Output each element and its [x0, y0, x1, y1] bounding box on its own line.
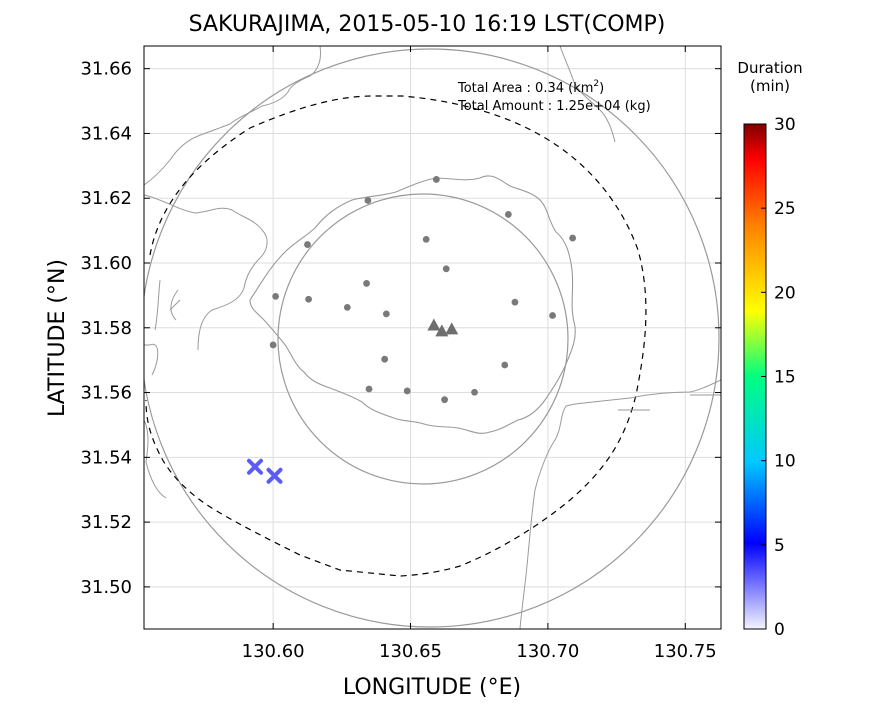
vent-marker	[435, 324, 449, 337]
y-axis-label: LATITUDE (°N)	[45, 259, 70, 417]
y-tick-label: 31.60	[80, 253, 132, 274]
x-axis-label: LONGITUDE (°E)	[343, 675, 521, 700]
station-point	[511, 298, 519, 306]
coastline-north	[144, 46, 616, 186]
station-point	[304, 241, 311, 248]
y-tick-label: 31.58	[80, 318, 132, 339]
chart-title: SAKURAJIMA, 2015-05-10 16:19 LST(COMP)	[189, 12, 666, 37]
vent-marker	[445, 322, 459, 335]
colorbar-title-line2: (min)	[750, 77, 790, 95]
total-area-annotation: Total Area : 0.34 (km2)	[457, 79, 604, 96]
station-point	[365, 385, 373, 393]
x-tick-label: 130.75	[654, 641, 717, 662]
colorbar-tick-label: 20	[774, 283, 796, 303]
colorbar-tick-label: 5	[774, 536, 785, 556]
station-point	[272, 292, 280, 300]
station-point	[501, 361, 509, 369]
station-point	[305, 295, 312, 303]
total-area-unit-exponent: 2	[593, 79, 599, 89]
inner-range-circle	[277, 193, 569, 485]
station-point	[363, 280, 370, 287]
colorbar-title-line1: Duration	[737, 59, 802, 77]
deposit-marker	[247, 458, 264, 475]
x-tick-label: 130.65	[379, 641, 442, 662]
colorbar-tick-label: 30	[774, 115, 796, 135]
map-layer	[144, 46, 721, 629]
colorbar-tick-label: 0	[774, 620, 785, 640]
station-point	[269, 341, 277, 349]
station-point	[422, 235, 430, 243]
vent-marker	[427, 318, 441, 331]
dashed-boundary	[145, 95, 647, 577]
station-point	[403, 387, 411, 395]
outer-range-circle	[144, 48, 720, 628]
y-tick-label: 31.62	[80, 188, 132, 209]
marks	[247, 176, 577, 484]
station-point	[381, 355, 389, 363]
station-point	[549, 312, 556, 319]
total-area-text: Total Area : 0.34 (km	[457, 81, 593, 96]
x-tick-label: 130.60	[242, 641, 305, 662]
station-point	[432, 176, 440, 183]
y-tick-label: 31.52	[80, 512, 132, 533]
coastline-east	[519, 379, 721, 629]
colorbar-tick-label: 25	[774, 199, 796, 219]
station-point	[364, 197, 372, 204]
station-point	[442, 265, 450, 273]
grid	[144, 46, 721, 629]
coastline-west	[144, 194, 268, 376]
x-tick-label: 130.70	[516, 641, 579, 662]
axis-ticks: 130.60 130.65 130.70 130.75 31.50 31.52 31.54 3…	[80, 46, 721, 662]
station-point	[504, 211, 512, 218]
station-point	[471, 388, 478, 396]
y-tick-label: 31.50	[80, 577, 132, 598]
station-point	[343, 303, 351, 311]
total-amount-annotation: Total Amount : 1.25e+04 (kg)	[457, 99, 651, 114]
plot-area	[144, 46, 721, 629]
station-point	[382, 310, 390, 318]
colorbar-tick-label: 15	[774, 368, 796, 388]
y-tick-label: 31.54	[80, 447, 132, 468]
station-point	[569, 234, 577, 242]
colorbar-ticks: 0 5 10 15 20 25 30	[761, 115, 796, 640]
coastline-south	[144, 419, 167, 499]
colorbar-tick-label: 10	[774, 452, 796, 472]
y-tick-label: 31.66	[80, 59, 132, 80]
deposit-marker	[266, 467, 283, 484]
total-area-close: )	[599, 81, 604, 96]
y-tick-label: 31.64	[80, 123, 132, 144]
station-point	[441, 396, 448, 404]
plot-frame	[143, 45, 722, 630]
y-tick-label: 31.56	[80, 383, 132, 404]
